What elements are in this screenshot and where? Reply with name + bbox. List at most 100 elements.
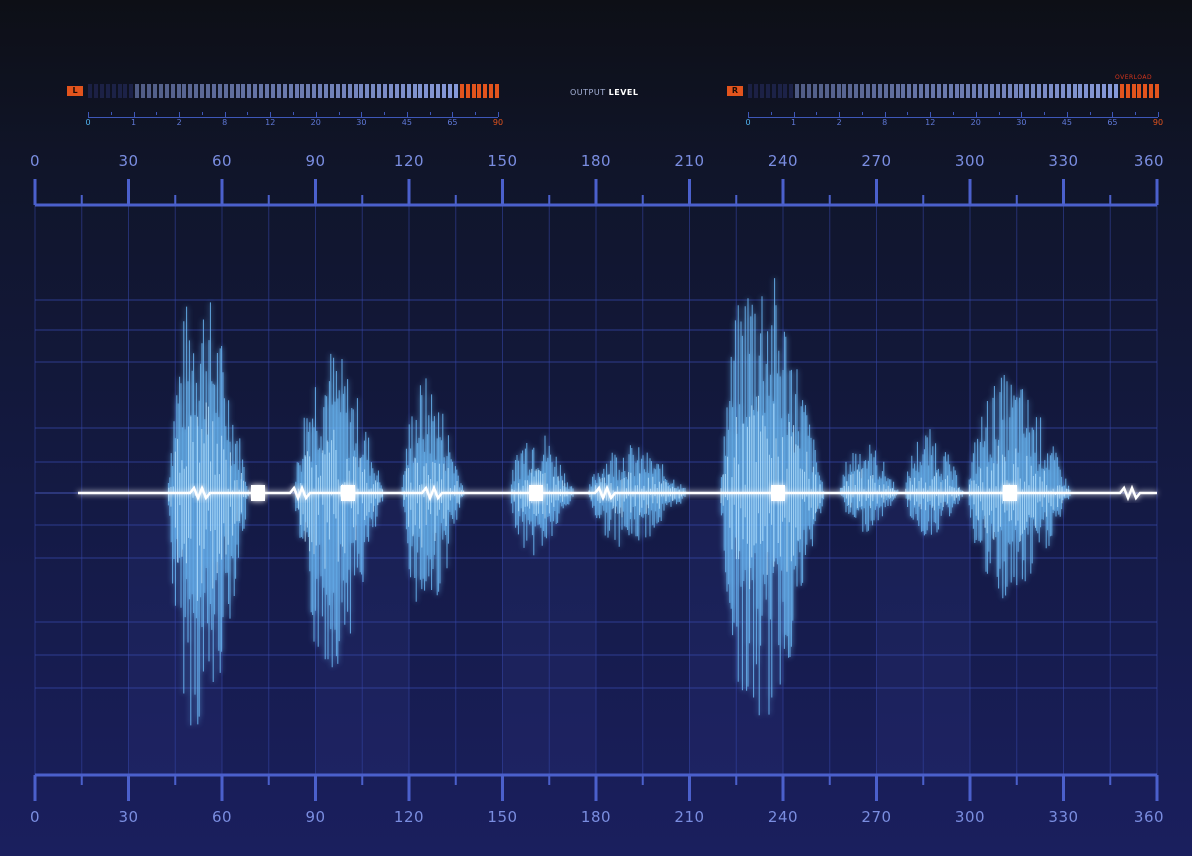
meter-segment — [1096, 84, 1101, 98]
meter-segment — [1137, 84, 1142, 98]
bottom-axis-label: 360 — [1133, 808, 1165, 826]
meter-tick — [839, 112, 841, 117]
meter-segment — [430, 84, 435, 98]
meter-segment — [93, 84, 98, 98]
meter-segment — [276, 84, 281, 98]
meter-segment — [836, 84, 841, 98]
meter-segment — [789, 84, 794, 98]
meter-tick — [201, 112, 203, 115]
meter-segment — [359, 84, 364, 98]
top-axis-label: 150 — [487, 152, 518, 170]
waveform-hotspot — [251, 485, 265, 501]
waveform-hotspot — [341, 485, 355, 501]
meter-tick — [429, 112, 431, 115]
top-axis-label: 120 — [393, 152, 425, 170]
meter-segment — [129, 84, 134, 98]
meter-segment — [901, 84, 906, 98]
meter-scale-label: 20 — [970, 118, 981, 127]
meter-segment — [436, 84, 441, 98]
top-axis-label: 30 — [118, 152, 139, 170]
left-meter-scale: 0 1 2 8 12 20 30 45 65 90 — [85, 112, 503, 132]
meter-tick — [293, 112, 294, 115]
meter-segment — [99, 84, 104, 98]
meter-segment — [866, 84, 870, 98]
meter-segment — [465, 84, 470, 98]
bottom-axis-label: 180 — [580, 808, 612, 826]
meter-segment — [176, 84, 181, 98]
meter-segment — [341, 84, 346, 98]
meter-segment — [1066, 84, 1071, 98]
meter-segment — [1060, 84, 1065, 98]
meter-segment — [1019, 84, 1024, 98]
meter-tick — [88, 112, 89, 117]
top-axis-label: 300 — [954, 152, 986, 170]
meter-segment — [141, 84, 146, 98]
meter-scale-label: 0 — [745, 118, 751, 127]
meter-segment — [960, 84, 965, 98]
meter-segment — [288, 84, 293, 98]
meter-segment — [459, 84, 464, 98]
meter-tick — [1112, 112, 1114, 117]
meter-segment — [1025, 84, 1030, 98]
meter-segment — [318, 84, 323, 98]
meter-segment — [783, 84, 788, 98]
meter-segment — [353, 84, 358, 98]
meter-tick — [907, 112, 909, 115]
meter-segment — [147, 84, 151, 98]
meter-segment — [942, 84, 947, 98]
top-axis-label: 180 — [580, 152, 612, 170]
meter-segment — [447, 84, 452, 98]
meter-segment — [371, 84, 376, 98]
left-level-meter — [88, 84, 500, 100]
meter-segment — [200, 84, 205, 98]
meter-segment — [1043, 84, 1047, 98]
meter-segment — [217, 84, 222, 98]
meter-segment — [966, 84, 971, 98]
output-label-strong: LEVEL — [608, 88, 639, 97]
meter-tick — [406, 112, 408, 117]
meter-segment — [117, 84, 122, 98]
meter-segment — [259, 84, 264, 98]
meter-tick — [110, 112, 112, 115]
meter-segment — [1037, 84, 1042, 98]
meter-segment — [830, 84, 835, 98]
meter-tick — [953, 112, 954, 115]
meter-segment — [229, 84, 234, 98]
meter-segment — [913, 84, 918, 98]
meter-segment — [984, 84, 988, 98]
meter-scale-label: 12 — [925, 118, 936, 127]
meter-segment — [105, 84, 110, 98]
meter-tick — [975, 112, 977, 117]
meter-segment — [936, 84, 941, 98]
bottom-axis-label: 300 — [954, 808, 986, 826]
meter-segment — [1143, 84, 1148, 98]
top-axis-label: 330 — [1048, 152, 1079, 170]
meter-scale-label: 65 — [1107, 118, 1118, 127]
meter-tick — [224, 112, 226, 117]
meter-segment — [211, 84, 216, 98]
meter-scale-label: 2 — [836, 118, 842, 127]
meter-segment — [1048, 84, 1053, 98]
meter-segment — [1119, 84, 1124, 98]
meter-segment — [807, 84, 811, 98]
bottom-axis-label: 270 — [861, 808, 892, 826]
meter-tick — [1135, 112, 1137, 115]
meter-segment — [1125, 84, 1130, 98]
meter-scale-label: 90 — [1152, 118, 1164, 127]
top-axis-label: 270 — [861, 152, 892, 170]
meter-segment — [135, 84, 140, 98]
bottom-axis-label: 210 — [674, 808, 705, 826]
meter-segment — [919, 84, 924, 98]
meter-segment — [347, 84, 352, 98]
meter-segment — [489, 84, 494, 98]
meter-segment — [1102, 84, 1106, 98]
meter-segment — [412, 84, 417, 98]
bottom-axis-label: 0 — [29, 808, 41, 826]
meter-tick — [998, 112, 1000, 115]
audio-waveform — [78, 278, 1157, 726]
meter-tick — [1044, 112, 1046, 115]
meter-segment — [265, 84, 269, 98]
meter-segment — [123, 84, 128, 98]
meter-segment — [164, 84, 169, 98]
